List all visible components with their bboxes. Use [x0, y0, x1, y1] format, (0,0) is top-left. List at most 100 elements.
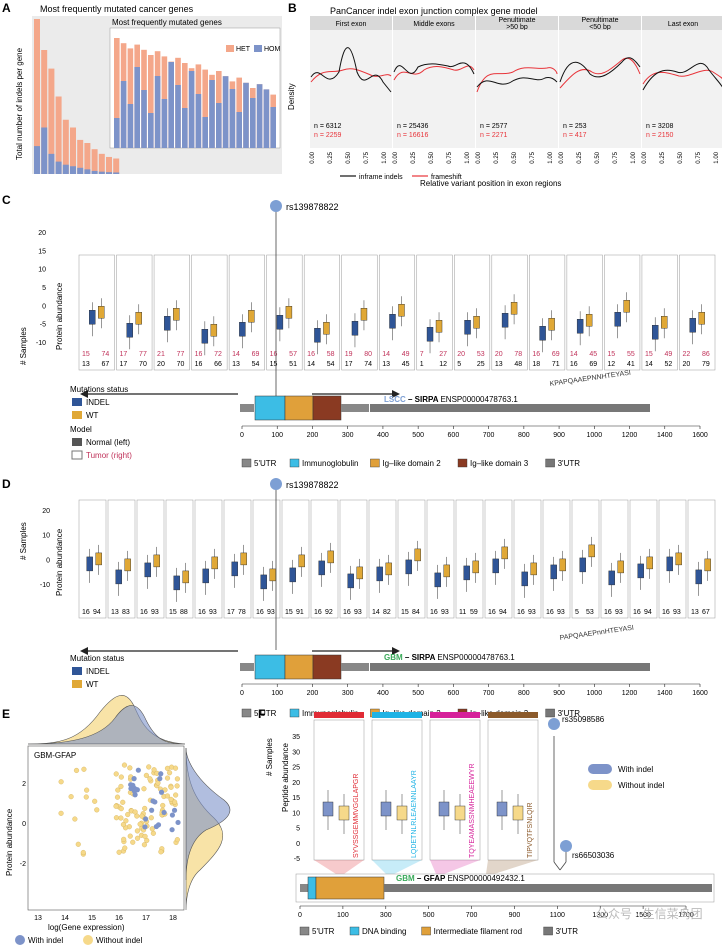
- panel-d-gene-id: ENSP00000478763.1: [437, 653, 515, 662]
- panel-f-gene-id: ENSP00000492432.1: [447, 874, 525, 883]
- domain-swatch: [299, 926, 310, 936]
- legend-inframe-label: inframe indels: [359, 174, 403, 181]
- count-wt: 93: [354, 609, 362, 616]
- het-bar: [91, 149, 98, 174]
- panel-f-legend-without-label: Without indel: [618, 781, 664, 790]
- count-indel: 18: [532, 361, 540, 368]
- peptide-mapping-wedge: [430, 860, 480, 874]
- peptide-facet: [629, 499, 658, 619]
- axis-label: 600: [448, 432, 460, 439]
- y-tick: -10: [36, 340, 46, 347]
- wt-box: [182, 570, 189, 584]
- inset-het-bar: [182, 63, 188, 148]
- count-tumor-wt: 80: [364, 351, 372, 358]
- without-box: [454, 805, 466, 821]
- x-tick: 13: [34, 915, 42, 922]
- count-wt: 45: [402, 361, 410, 368]
- without-box: [338, 805, 350, 821]
- count-tumor-indel: 16: [307, 351, 315, 358]
- count-indel: 5: [457, 361, 461, 368]
- panel-f-domain-legend: 5'UTR DNA binding Intermediate filament ro…: [299, 926, 578, 936]
- wt-box: [285, 306, 293, 319]
- legend-hom-label: HOM: [264, 46, 281, 53]
- panel-f-ylabel: Peptide abundance: [281, 743, 290, 813]
- inset-het-bar: [148, 55, 154, 148]
- indel-box: [501, 313, 509, 328]
- count-wt: 84: [412, 609, 420, 616]
- inframe-curve: [642, 62, 722, 91]
- y-tick: 25: [292, 765, 300, 772]
- count-wt: 51: [289, 361, 297, 368]
- indel-box: [463, 565, 470, 581]
- axis-label: 200: [307, 432, 319, 439]
- indel-box: [144, 562, 151, 578]
- panel-a-letter: A: [2, 1, 11, 15]
- y-tick: -2: [20, 861, 26, 868]
- n-frameshift: n = 16616: [397, 132, 428, 139]
- without-box: [512, 805, 524, 821]
- point-without-indel: [168, 784, 174, 790]
- count-tumor-wt: 58: [327, 351, 335, 358]
- count-indel: 15: [401, 609, 409, 616]
- peptide-facet: [529, 254, 566, 371]
- x-tick: 0.25: [660, 151, 666, 163]
- peptide-facet: [78, 254, 115, 371]
- panel-c-model-title: Model: [70, 425, 92, 434]
- domain-label: 5'UTR: [312, 927, 335, 936]
- panel-f-gene: – GFAP: [415, 874, 448, 883]
- axis-label: 1300: [592, 912, 608, 919]
- hom-bar: [41, 127, 48, 174]
- indel-box: [318, 560, 325, 576]
- peptide-facet: [600, 499, 629, 619]
- legend-d-indel-swatch: [72, 667, 82, 675]
- count-wt: 94: [93, 609, 101, 616]
- panel-e-letter: E: [2, 707, 10, 721]
- inset-hom-bar: [250, 98, 256, 148]
- count-indel: 16: [604, 609, 612, 616]
- axis-label: 500: [423, 912, 435, 919]
- wt-box: [356, 566, 363, 580]
- peptide-facet: LQDETNLRLEAENNLAAYR: [371, 712, 423, 874]
- peptide-sequence: TIPVQTFSNLQIR: [527, 802, 534, 858]
- facet-label: First exon: [336, 21, 367, 28]
- wt-box: [646, 556, 653, 570]
- point-without-indel: [127, 765, 133, 771]
- peptide-facet: [368, 499, 397, 619]
- count-tumor-indel: 16: [270, 351, 278, 358]
- wt-box: [623, 300, 630, 313]
- x-tick: 0.25: [494, 151, 500, 163]
- inset-hom-bar: [256, 84, 263, 148]
- axis-label: 1600: [692, 690, 708, 697]
- y-tick: 15: [292, 795, 300, 802]
- hom-bar: [106, 172, 112, 174]
- indel-box: [637, 563, 644, 579]
- x-tick: 0.25: [577, 151, 583, 163]
- count-wt: 54: [327, 361, 335, 368]
- panel-f-snp-connector-2: [559, 861, 567, 871]
- domain-label: DNA binding: [362, 927, 406, 936]
- point-without-indel: [167, 770, 173, 776]
- n-inframe: n = 6312: [314, 123, 342, 130]
- panel-f-snp1-marker: [548, 718, 560, 730]
- point-without-indel: [134, 835, 141, 841]
- count-tumor-indel: 14: [232, 351, 240, 358]
- y-tick: 0: [46, 557, 50, 564]
- panel-f-snp1-label: rs35098586: [562, 715, 605, 724]
- domain-label: Immunoglobulin: [302, 459, 358, 468]
- peptide-mapping-wedge: [314, 860, 364, 874]
- count-wt: 91: [296, 609, 304, 616]
- point-without-indel: [81, 766, 87, 772]
- count-indel: 17: [345, 361, 353, 368]
- count-tumor-wt: 69: [552, 351, 560, 358]
- point-with-indel: [143, 816, 149, 822]
- het-bar: [98, 153, 105, 174]
- panel-e-xlabel: log(Gene expression): [48, 923, 125, 932]
- inset-hom-bar: [134, 67, 140, 148]
- wt-box: [472, 560, 479, 574]
- point-without-indel: [173, 792, 179, 798]
- count-tumor-indel: 14: [382, 351, 390, 358]
- axis-label: 300: [342, 690, 354, 697]
- count-tumor-wt: 74: [102, 351, 110, 358]
- wt-box: [269, 568, 276, 582]
- facet-color-strip: [488, 712, 538, 718]
